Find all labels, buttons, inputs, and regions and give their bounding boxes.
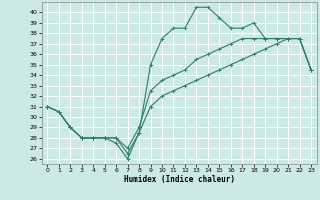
X-axis label: Humidex (Indice chaleur): Humidex (Indice chaleur) [124, 175, 235, 184]
